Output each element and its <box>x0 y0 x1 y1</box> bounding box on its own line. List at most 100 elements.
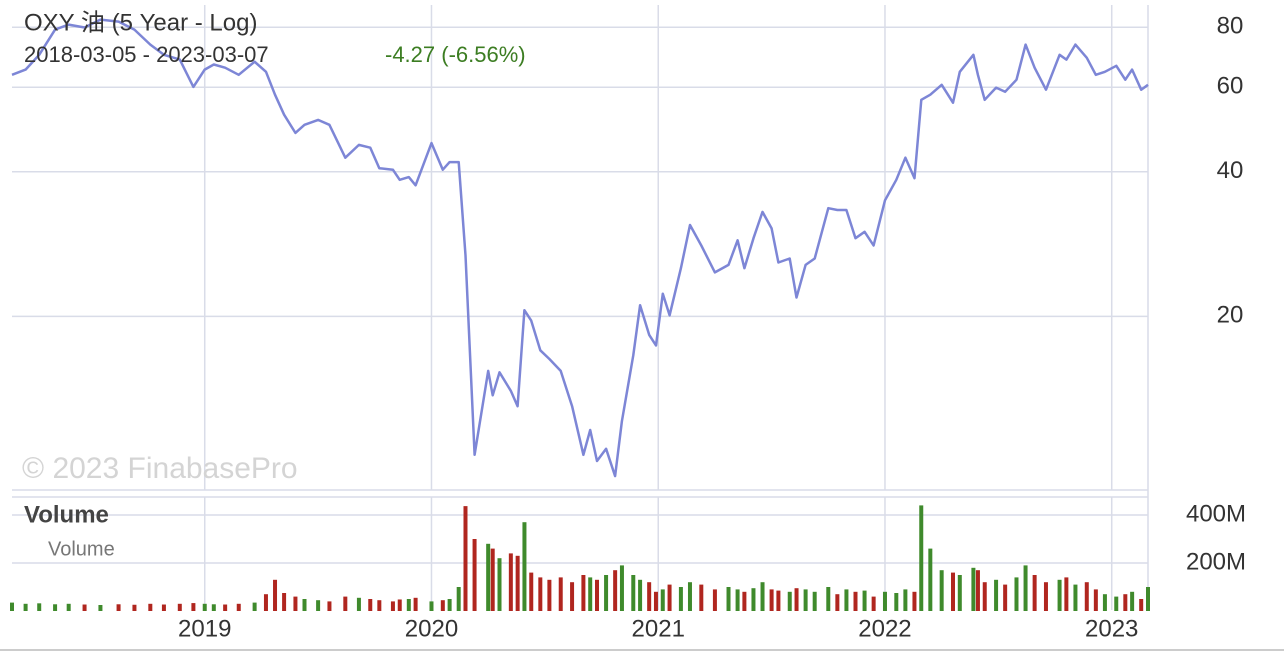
volume-bar <box>631 575 636 611</box>
volume-bar <box>835 594 840 611</box>
volume-bar <box>1139 599 1144 611</box>
volume-bar <box>191 603 196 611</box>
volume-bar <box>37 603 42 611</box>
volume-bar <box>327 601 332 611</box>
volume-bar <box>699 584 704 611</box>
volume-bar <box>429 601 434 611</box>
volume-bar <box>678 587 683 611</box>
y-tick-label: 80 <box>1217 13 1244 40</box>
volume-bar <box>343 596 348 611</box>
volume-bar <box>263 594 268 611</box>
volume-bar <box>177 603 182 611</box>
volume-bar <box>368 599 373 611</box>
volume-bar <box>912 591 917 611</box>
volume-bar <box>581 575 586 611</box>
y-tick-label: 40 <box>1217 157 1244 184</box>
volume-bar <box>871 596 876 611</box>
volume-bar <box>742 591 747 611</box>
volume-bar <box>1023 565 1028 611</box>
volume-bar <box>903 589 908 611</box>
volume-bar <box>950 572 955 611</box>
volume-bar <box>273 579 278 611</box>
volume-bar <box>595 579 600 611</box>
volume-bar <box>1084 582 1089 611</box>
volume-bar <box>236 603 241 611</box>
volume-bar <box>653 591 658 611</box>
volume-bar <box>1014 577 1019 611</box>
volume-bar <box>252 602 257 611</box>
volume-bar <box>447 599 452 611</box>
volume-bar <box>282 593 287 611</box>
volume-bar <box>413 597 418 611</box>
volume-bar <box>647 582 652 611</box>
volume-bar <box>161 604 166 611</box>
volume-bar <box>547 579 552 611</box>
volume-bar <box>882 591 887 611</box>
volume-bar <box>957 575 962 611</box>
y-tick-label: 400M <box>1186 500 1246 527</box>
volume-bar <box>356 597 361 611</box>
volume-bar <box>508 553 513 611</box>
volume-bar <box>894 593 899 611</box>
volume-bar <box>660 589 665 611</box>
date-range: 2018-03-05 - 2023-03-07 <box>24 42 269 67</box>
volume-bar <box>522 522 527 611</box>
volume-title: Volume <box>24 501 109 528</box>
volume-bar <box>604 575 609 611</box>
volume-bar <box>971 567 976 611</box>
volume-bar <box>53 604 58 611</box>
volume-bar <box>82 604 87 611</box>
volume-bar <box>726 587 731 611</box>
volume-bar <box>1114 596 1119 611</box>
volume-bar <box>853 591 858 611</box>
x-tick-label: 2022 <box>858 615 911 642</box>
volume-bar <box>619 565 624 611</box>
volume-bar <box>472 539 477 611</box>
volume-bar <box>787 591 792 611</box>
volume-bar <box>769 589 774 611</box>
volume-bar <box>486 543 491 611</box>
x-tick-label: 2019 <box>178 615 231 642</box>
volume-bar <box>440 600 445 611</box>
volume-bar <box>735 589 740 611</box>
volume-bar <box>760 582 765 611</box>
volume-bar <box>463 506 468 611</box>
y-tick-label: 200M <box>1186 548 1246 575</box>
volume-bar <box>1102 594 1107 611</box>
volume-bar <box>377 600 382 611</box>
volume-bar <box>10 602 14 611</box>
volume-bar <box>812 591 817 611</box>
volume-bar <box>23 603 28 611</box>
volume-bar <box>712 589 717 611</box>
volume-bar <box>613 570 618 611</box>
volume-bar <box>293 596 298 611</box>
volume-bar <box>1057 579 1062 611</box>
volume-bar <box>223 604 228 611</box>
volume-bar <box>456 587 461 611</box>
x-tick-label: 2023 <box>1085 615 1138 642</box>
volume-bar <box>919 505 924 611</box>
x-tick-label: 2020 <box>405 615 458 642</box>
volume-bar <box>1064 577 1069 611</box>
volume-bar <box>1073 584 1078 611</box>
volume-bar <box>862 590 867 611</box>
volume-bar <box>66 603 71 611</box>
volume-bar <box>497 558 502 611</box>
volume-bar <box>98 605 103 611</box>
volume-bar <box>1093 589 1098 611</box>
watermark: © 2023 FinabasePro <box>22 452 298 485</box>
chart-title: OXY 油 (5 Year - Log) <box>24 9 257 36</box>
price-line <box>11 18 1149 478</box>
volume-bar <box>994 579 999 611</box>
volume-bar <box>638 579 643 611</box>
volume-bar <box>1043 582 1048 611</box>
volume-bar <box>397 599 402 611</box>
volume-bar <box>844 589 849 611</box>
volume-bar <box>1130 591 1135 611</box>
volume-bar <box>826 587 831 611</box>
volume-bar <box>302 599 307 611</box>
plot-area <box>10 5 1150 611</box>
volume-bar <box>390 601 395 611</box>
x-tick-label: 2021 <box>632 615 685 642</box>
